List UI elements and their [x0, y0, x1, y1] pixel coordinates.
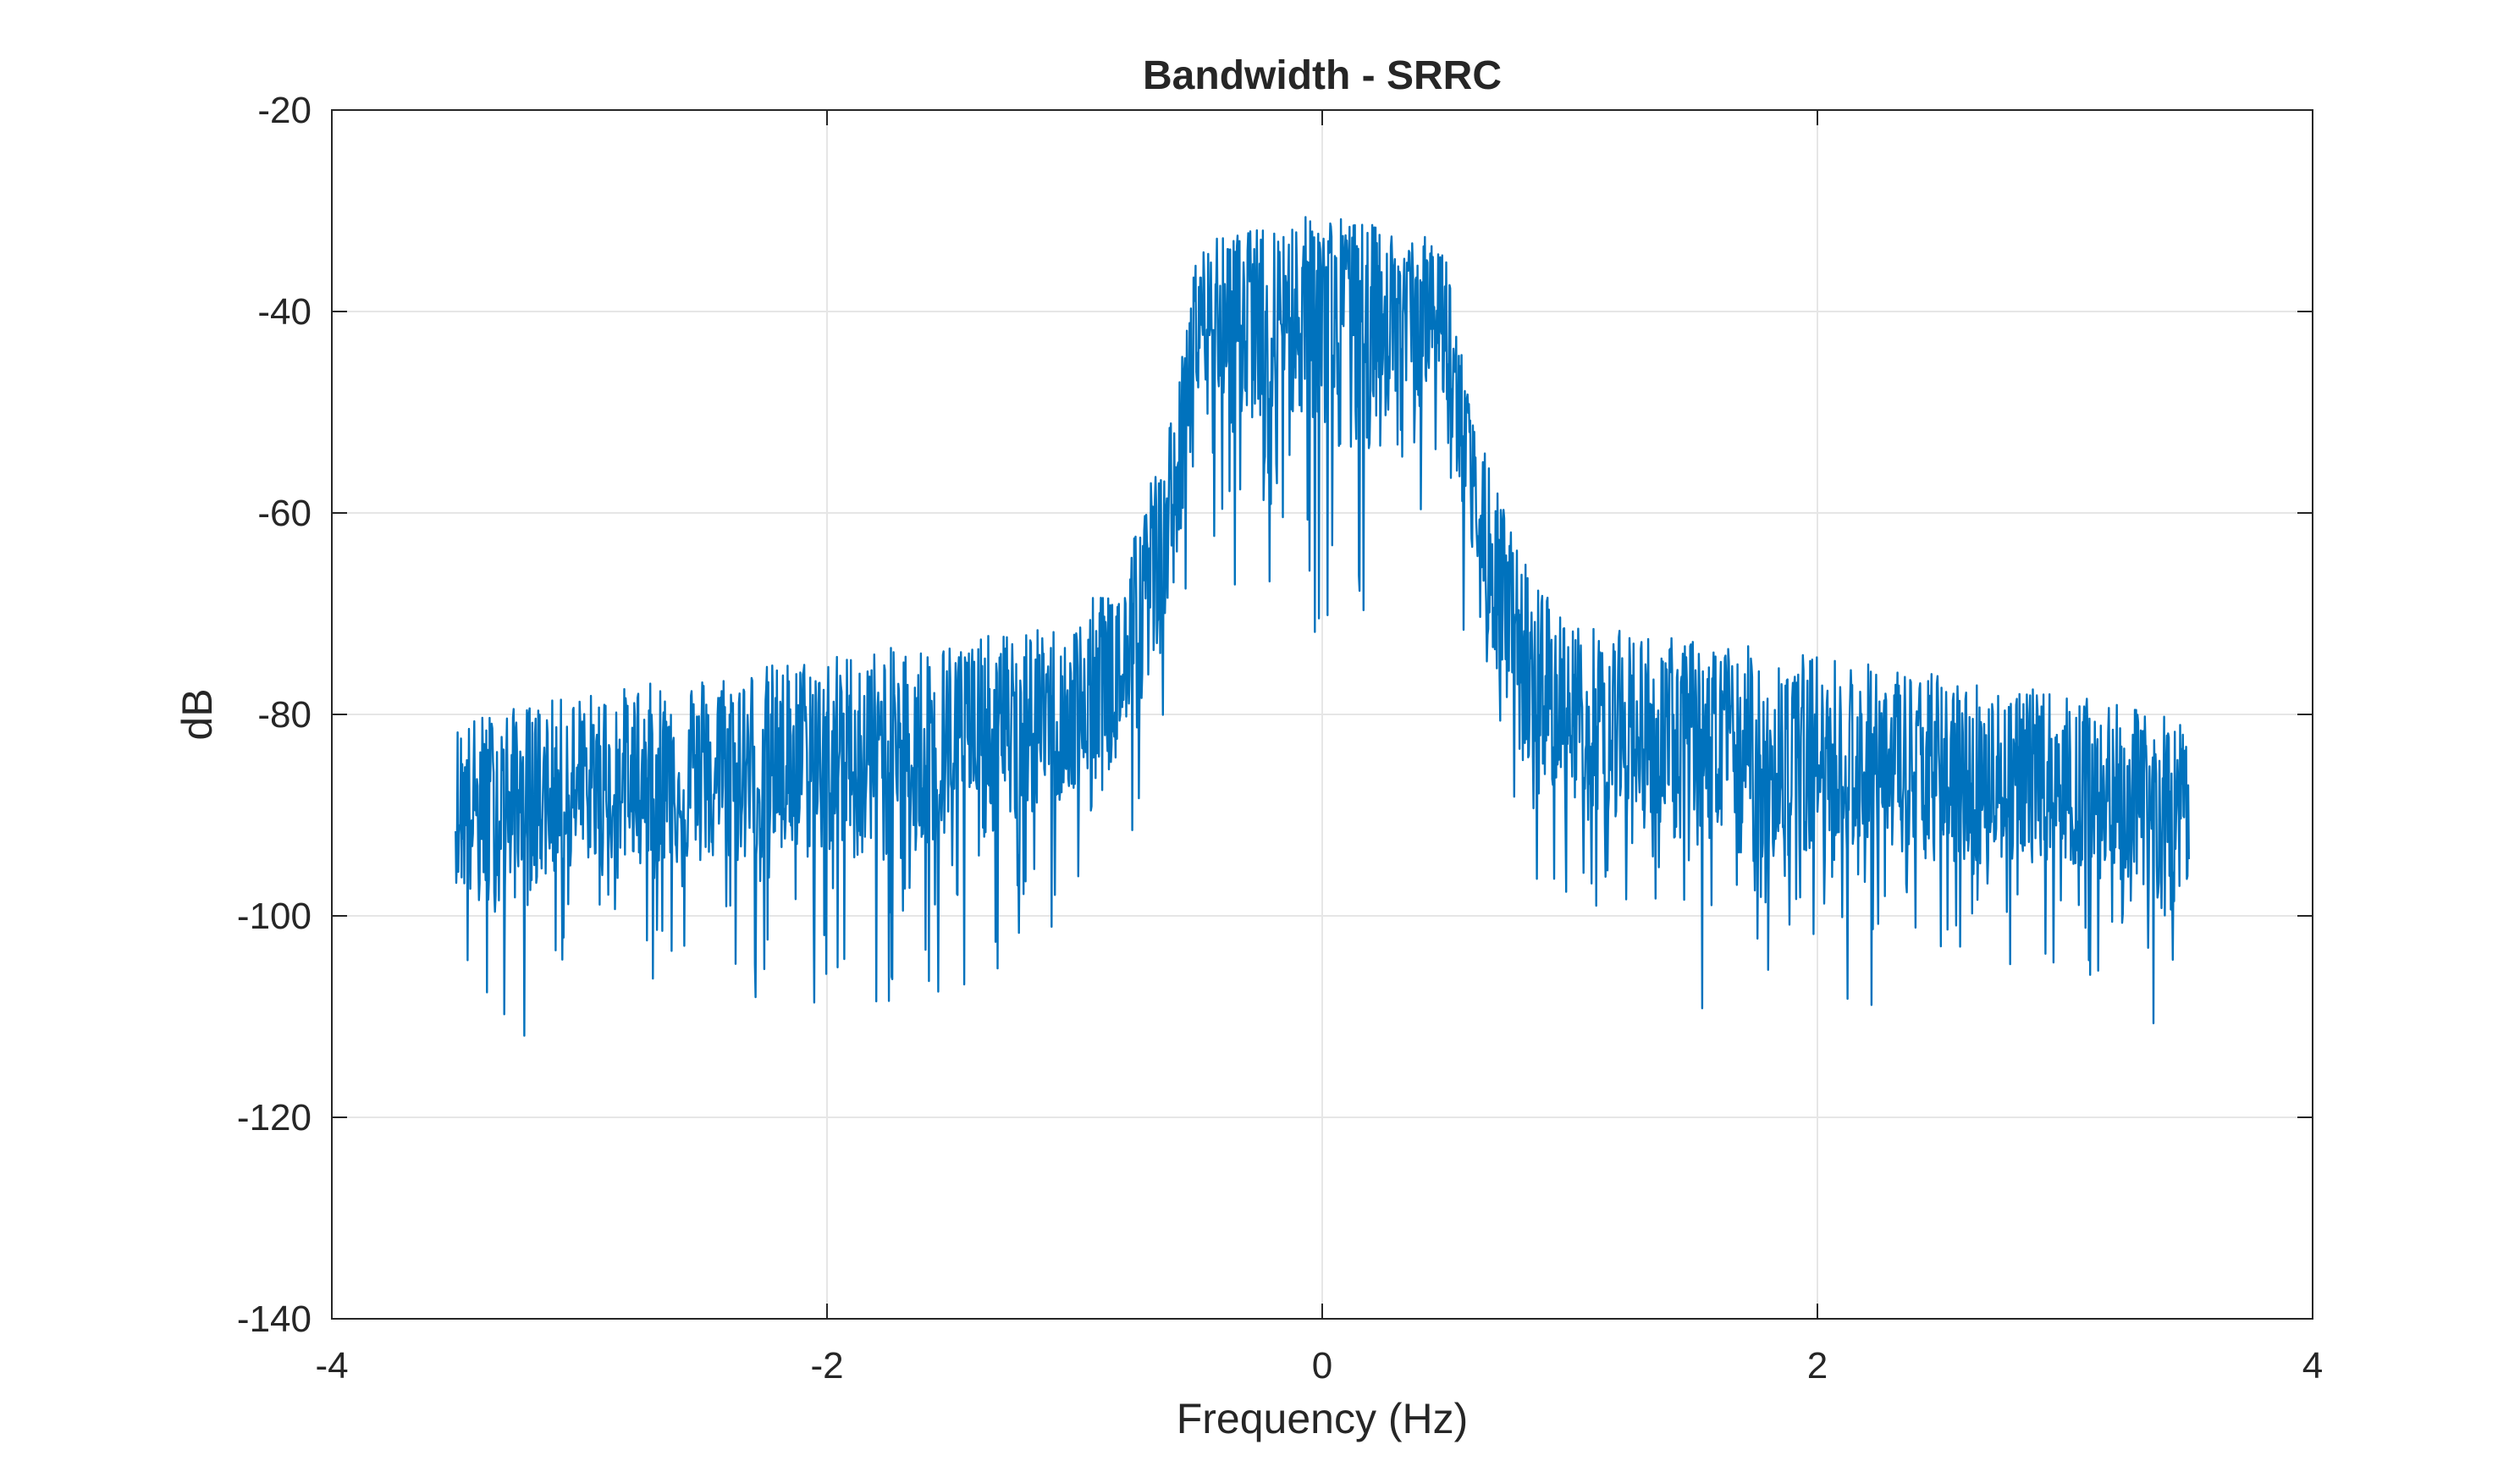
y-tick-label: -40 [257, 291, 312, 333]
x-tick-label: 2 [1807, 1345, 1828, 1387]
y-tick-label: -80 [257, 694, 312, 736]
x-axis-label: Frequency (Hz) [1177, 1395, 1469, 1442]
series-layer [455, 216, 2190, 1037]
x-tick-label: 4 [2302, 1345, 2323, 1387]
tick-layer: -4 -2 0 2 4-140-120-100-80-60-40-20 [237, 90, 2323, 1387]
y-tick-label: -140 [237, 1298, 312, 1340]
x-tick-label: -2 [810, 1345, 843, 1387]
x-tick-label: 0 [1312, 1345, 1332, 1387]
chart-title: Bandwidth - SRRC [1143, 53, 1502, 98]
y-tick-label: -60 [257, 493, 312, 534]
y-tick-label: -100 [237, 896, 312, 937]
y-tick-label: -20 [257, 90, 312, 131]
x-tick-label: -4 [315, 1345, 348, 1387]
spectrum-series-line [455, 216, 2190, 1037]
y-tick-label: -120 [237, 1097, 312, 1138]
y-axis-label: dB [174, 688, 221, 740]
